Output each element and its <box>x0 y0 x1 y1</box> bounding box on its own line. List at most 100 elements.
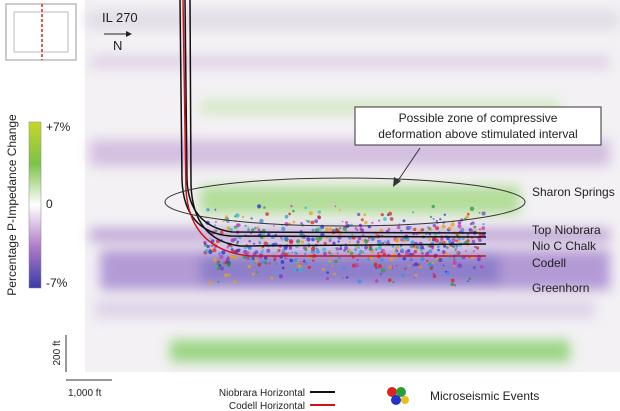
event-dot <box>380 213 384 217</box>
event-dot <box>208 281 212 285</box>
callout-text: Possible zone of compressive <box>399 111 558 125</box>
event-dot <box>344 245 349 251</box>
event-dot <box>407 249 411 253</box>
event-dot <box>431 204 435 209</box>
event-dot <box>284 214 289 219</box>
event-dot <box>281 266 285 270</box>
event-dot <box>477 237 481 241</box>
event-dot <box>257 228 261 232</box>
horizontal-scale-label: 1,000 ft <box>68 388 102 399</box>
event-dot <box>467 280 469 283</box>
event-dot <box>417 263 420 266</box>
event-dot <box>432 223 437 228</box>
event-dot <box>326 261 330 265</box>
event-dot <box>225 215 228 219</box>
event-dot <box>446 236 450 241</box>
event-dot <box>338 256 342 260</box>
direction-label: N <box>113 38 122 53</box>
event-dot <box>456 234 459 237</box>
event-dot <box>328 238 332 243</box>
event-dot <box>235 213 240 218</box>
colorbar-label: -7% <box>46 276 68 290</box>
event-dot <box>414 277 416 279</box>
event-dot <box>444 260 446 262</box>
event-dot <box>374 279 379 283</box>
event-dot <box>450 278 455 283</box>
event-dot <box>450 222 455 227</box>
event-dot <box>256 226 260 229</box>
event-dot <box>334 259 338 264</box>
event-dot <box>370 237 375 242</box>
zone-ellipse <box>164 177 526 227</box>
event-dot <box>457 263 462 268</box>
event-dot <box>296 269 299 272</box>
event-dot <box>387 227 391 231</box>
event-dot <box>445 246 449 249</box>
event-dot <box>292 220 296 224</box>
event-dot <box>413 227 417 231</box>
event-dot <box>453 284 457 287</box>
event-dot <box>397 252 401 256</box>
event-dot <box>293 258 298 263</box>
event-dot <box>209 237 211 240</box>
event-dot <box>263 256 268 260</box>
event-dot <box>245 256 251 261</box>
event-dot <box>230 238 235 243</box>
event-dot <box>421 229 424 231</box>
event-dot <box>273 258 277 262</box>
event-dot <box>222 219 225 223</box>
event-dot <box>217 280 220 283</box>
event-dot <box>345 221 349 224</box>
event-dot <box>247 226 250 229</box>
event-dot <box>436 245 440 249</box>
event-dot <box>214 221 217 223</box>
event-dot <box>432 217 435 221</box>
event-dot <box>358 252 362 256</box>
event-dot <box>205 270 207 272</box>
event-dot <box>216 262 220 266</box>
event-dot <box>427 237 431 242</box>
event-dot <box>469 222 473 226</box>
event-dot <box>360 228 365 233</box>
event-dot <box>369 256 374 261</box>
event-dot <box>441 224 446 229</box>
legend-label: Niobrara Horizontal <box>219 388 305 399</box>
event-dot <box>469 206 475 211</box>
event-dot <box>236 223 240 227</box>
legend-label: Microseismic Events <box>430 389 539 403</box>
event-dot <box>455 244 458 247</box>
event-dot <box>333 229 337 233</box>
event-dot <box>356 240 359 243</box>
event-dot <box>434 238 440 243</box>
event-dot <box>343 260 346 262</box>
event-dot <box>387 278 392 283</box>
event-dot <box>454 249 457 252</box>
event-dot <box>421 252 424 255</box>
event-dot <box>370 250 374 254</box>
event-dot <box>432 274 437 279</box>
event-dot <box>233 280 237 284</box>
event-dot <box>404 267 407 270</box>
event-dot <box>410 257 413 261</box>
event-dot <box>367 239 370 242</box>
event-dot <box>427 226 430 229</box>
event-dot <box>469 228 474 233</box>
event-dot <box>339 247 343 251</box>
event-dot <box>457 239 460 243</box>
event-dot <box>400 229 403 233</box>
event-dot <box>420 257 425 262</box>
event-dot <box>281 226 286 232</box>
event-dot <box>338 232 342 237</box>
event-dot <box>370 263 373 266</box>
event-dot <box>413 249 417 254</box>
event-dot <box>244 224 248 228</box>
event-dot <box>448 240 452 243</box>
event-dot <box>312 259 315 262</box>
event-dot <box>360 218 364 222</box>
colorbar <box>28 121 42 289</box>
event-dot <box>404 282 407 285</box>
event-dot <box>356 229 359 232</box>
event-dot <box>214 224 216 227</box>
event-dot <box>281 249 286 253</box>
